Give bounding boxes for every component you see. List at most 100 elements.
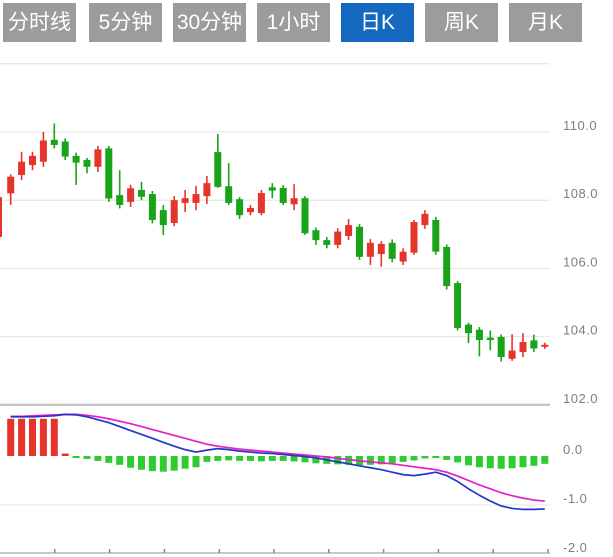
macd-bar [541, 456, 549, 464]
candle-down [268, 187, 276, 191]
candle-up [366, 242, 374, 257]
macd-bar [105, 456, 113, 463]
candle-down [530, 340, 538, 349]
macd-bar [170, 456, 178, 471]
macd-bar [72, 456, 80, 458]
candle-down [454, 283, 462, 329]
macd-bar [247, 456, 254, 461]
candle-up [203, 183, 211, 197]
candle-up [170, 200, 178, 224]
tab-monthly-k[interactable]: 月K [509, 3, 582, 42]
candle-down [105, 148, 113, 199]
candle-up [29, 155, 36, 166]
macd-bar [421, 456, 429, 459]
y-axis-label: -1.0 [563, 491, 587, 506]
macd-bar [50, 418, 58, 456]
macd-bar [214, 456, 222, 461]
macd-bar [39, 418, 47, 456]
candle-down [236, 199, 244, 216]
candle-up [410, 222, 418, 253]
tab-daily-k[interactable]: 日K [341, 3, 414, 42]
macd-bar [290, 456, 298, 462]
macd-bar [83, 456, 91, 459]
macd-bar [181, 456, 189, 469]
candle-down [138, 189, 145, 197]
macd-bar [203, 456, 211, 462]
macd-bar [257, 456, 265, 462]
macd-bar [127, 456, 135, 468]
macd-bar [268, 456, 276, 461]
macd-bar [279, 456, 287, 461]
candle-up [290, 198, 298, 205]
macd-bar [301, 456, 309, 463]
tab-weekly-k[interactable]: 周K [425, 3, 498, 42]
macd-bar [116, 456, 124, 465]
candle-down [159, 210, 167, 226]
candle-down [225, 186, 233, 203]
macd-bar [366, 456, 374, 465]
candle-up [181, 198, 189, 203]
y-axis-label: 106.0 [563, 254, 598, 269]
candle-up [247, 208, 254, 213]
period-tabbar: 分时线 5分钟 30分钟 1小时 日K 周K 月K [0, 0, 613, 46]
candle-up [39, 140, 47, 162]
macd-bar [497, 456, 505, 469]
candle-up [519, 342, 527, 352]
candle-down [312, 230, 320, 241]
candle-down [497, 336, 505, 358]
macd-bar [443, 456, 451, 460]
candle-down [61, 141, 69, 157]
candle-up [7, 176, 15, 194]
dif-line [10, 413, 545, 511]
tab-timeline[interactable]: 分时线 [3, 3, 76, 42]
macd-bar [377, 456, 385, 465]
macd-bar [345, 456, 353, 465]
candle-down [443, 246, 451, 287]
macd-bar [465, 456, 472, 466]
macd-bar [94, 456, 102, 461]
tab-1hour[interactable]: 1小时 [257, 3, 330, 42]
candle-down [50, 139, 58, 145]
macd-bar [7, 418, 15, 456]
candle-down [323, 240, 331, 245]
macd-bar [236, 456, 244, 461]
macd-bar [312, 456, 320, 464]
macd-bar [399, 456, 407, 462]
y-axis-label: 0.0 [563, 442, 583, 457]
candle-up [192, 194, 200, 203]
candle-up [377, 243, 385, 255]
candle-up [541, 344, 549, 347]
candle-down [475, 329, 483, 341]
candle-down [83, 159, 91, 167]
y-axis-label: 102.0 [563, 391, 598, 406]
macd-bar [454, 456, 462, 463]
macd-bar [29, 418, 36, 456]
candle-up [18, 161, 26, 175]
candle-up [334, 231, 342, 245]
candle-down [432, 219, 440, 252]
macd-bar [18, 418, 26, 456]
candle-up [508, 350, 516, 359]
macd-bar [508, 456, 516, 469]
candle-down [116, 195, 124, 205]
tab-5min[interactable]: 5分钟 [89, 3, 162, 42]
macd-bar [225, 456, 233, 461]
candle-up [94, 149, 102, 167]
partial-candle [0, 197, 2, 238]
macd-bar [61, 453, 69, 456]
tab-30min[interactable]: 30分钟 [173, 3, 246, 42]
macd-bar [475, 456, 483, 468]
macd-bar [138, 456, 145, 470]
candle-up [399, 251, 407, 262]
y-axis-label: 110.0 [563, 118, 597, 133]
candle-up [127, 188, 135, 202]
macd-bar [519, 456, 527, 468]
candle-down [72, 155, 80, 163]
macd-bar [410, 456, 418, 461]
y-axis-label: 104.0 [563, 323, 598, 338]
candle-down [486, 337, 494, 341]
macd-bar [432, 456, 440, 458]
candle-up [421, 213, 429, 226]
